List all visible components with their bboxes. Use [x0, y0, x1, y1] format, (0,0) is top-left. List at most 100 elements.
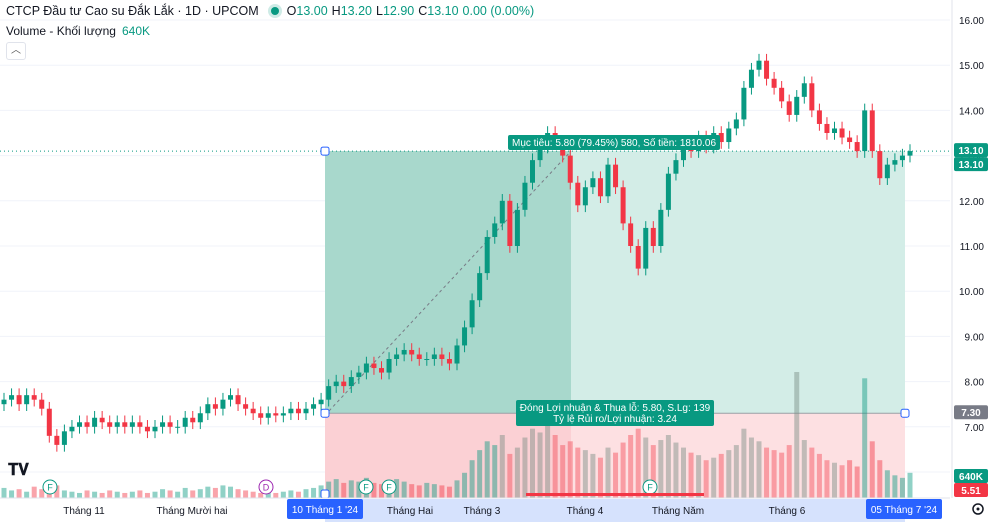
- volume-bar: [61, 490, 67, 498]
- volume-bar: [273, 492, 279, 498]
- volume-bar: [741, 428, 747, 498]
- volume-bar: [560, 445, 566, 498]
- price-tick-label: 8.00: [965, 378, 985, 389]
- volume-bar: [175, 491, 181, 498]
- candle: [9, 395, 15, 400]
- candle: [582, 187, 588, 206]
- volume-bar: [733, 445, 739, 498]
- volume-bar: [446, 486, 452, 498]
- candle: [446, 359, 452, 364]
- volume-bar: [1, 487, 7, 498]
- volume-bar: [567, 441, 573, 498]
- high-value: 13.20: [340, 4, 372, 18]
- candle: [658, 209, 664, 246]
- volume-bar: [107, 490, 113, 498]
- volume-badge: 640K: [959, 472, 984, 483]
- drag-handle[interactable]: [320, 146, 330, 156]
- candle: [318, 399, 324, 405]
- volume-bar: [650, 445, 656, 498]
- candle: [839, 128, 845, 138]
- volume-bar: [794, 372, 800, 498]
- candle: [726, 128, 732, 143]
- volume-bar: [537, 432, 543, 498]
- volume-bar: [643, 437, 649, 498]
- volume-bar: [280, 491, 286, 498]
- candle: [190, 417, 196, 423]
- chevron-up-icon[interactable]: ︿: [6, 42, 26, 60]
- candle: [152, 426, 158, 432]
- tradingview-logo[interactable]: 𝐓𝐕: [8, 462, 29, 479]
- low-price-badge-bg: [954, 483, 988, 497]
- symbol-title[interactable]: CTCP Đầu tư Cao su Đắk Lắk · 1D · UPCOM: [6, 4, 259, 18]
- volume-bar: [847, 460, 853, 498]
- last-price-badge-bg: [954, 143, 988, 158]
- volume-bar: [628, 435, 634, 498]
- candle: [756, 60, 762, 70]
- volume-bar: [469, 460, 475, 498]
- volume-bar: [212, 487, 218, 498]
- price-tick-label: 15.00: [959, 61, 984, 72]
- volume-bar: [839, 465, 845, 498]
- candle: [92, 417, 98, 427]
- candle: [530, 160, 535, 183]
- volume-bar: [635, 428, 641, 498]
- volume-bar: [703, 460, 709, 498]
- candle: [333, 381, 339, 387]
- volume-bar: [718, 453, 724, 498]
- event-marker-label: F: [47, 483, 53, 493]
- volume-bar: [771, 450, 777, 498]
- candle: [681, 142, 686, 161]
- volume-bar: [311, 487, 317, 498]
- candle: [650, 227, 656, 246]
- drag-handle[interactable]: [320, 408, 330, 418]
- time-tick-label: Tháng Năm: [652, 506, 704, 517]
- candle: [31, 395, 37, 400]
- event-marker: [358, 479, 374, 495]
- volume-bar: [92, 491, 98, 498]
- candle: [129, 422, 135, 427]
- gear-icon[interactable]: [972, 503, 984, 515]
- candle: [371, 363, 377, 369]
- candle: [107, 422, 113, 427]
- volume-bar: [69, 491, 75, 498]
- price-tick-label: 9.00: [965, 332, 985, 343]
- volume-legend: Volume - Khối lượng 640K: [6, 24, 150, 38]
- candle: [469, 300, 475, 328]
- volume-bar: [673, 442, 679, 498]
- candle: [394, 354, 400, 359]
- candle: [673, 160, 679, 174]
- price-tick-label: 12.00: [959, 197, 984, 208]
- candle: [605, 164, 611, 197]
- candle: [265, 413, 271, 418]
- candle: [280, 413, 286, 416]
- volume-bar: [84, 490, 90, 498]
- time-tick-label: Tháng 6: [769, 506, 806, 517]
- close-label: C: [418, 4, 428, 18]
- candle: [1, 399, 7, 405]
- candle: [567, 155, 573, 183]
- candle: [635, 246, 641, 269]
- candle: [16, 395, 22, 405]
- open-value: 13.00: [296, 4, 328, 18]
- volume-bar: [824, 460, 830, 498]
- last-price-badge-2: 13.10: [958, 160, 983, 171]
- candle: [326, 386, 332, 400]
- volume-bar: [288, 490, 294, 498]
- volume-bar: [99, 492, 105, 498]
- candle: [537, 146, 543, 161]
- candle: [69, 426, 75, 432]
- volume-bar: [869, 441, 875, 498]
- candle: [492, 223, 498, 237]
- candle: [454, 345, 460, 364]
- volume-bar: [54, 485, 60, 498]
- volume-bar: [401, 481, 407, 498]
- drag-handle[interactable]: [900, 408, 910, 418]
- drag-handle[interactable]: [320, 489, 330, 499]
- volume-bar: [681, 447, 686, 498]
- volume-bar: [341, 482, 347, 498]
- volume-label[interactable]: Volume - Khối lượng: [6, 24, 116, 38]
- candle: [341, 381, 347, 387]
- time-end-badge-bg: [866, 499, 942, 519]
- volume-bar: [492, 445, 498, 498]
